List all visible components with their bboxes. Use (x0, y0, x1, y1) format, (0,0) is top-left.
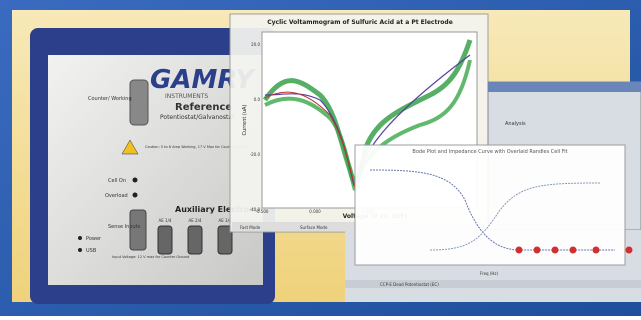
port-label: AE 1/4 (159, 218, 172, 223)
brand-sub: INSTRUMENTS (165, 93, 208, 100)
model: Reference (175, 102, 232, 113)
chart-title: Bode Plot and Impedance Curve with Overl… (412, 149, 567, 155)
axis-label: Freq (Hz) (480, 271, 499, 276)
x-tick-label: -0.500 (256, 209, 269, 214)
label: Cell On (108, 178, 126, 184)
port (188, 226, 202, 254)
port (158, 226, 172, 254)
port-label: AE 2/4 (189, 218, 202, 223)
scene: GAMRY INSTRUMENTS Reference Potentiostat… (0, 0, 641, 316)
label: Sense Inputs (108, 224, 141, 230)
footer: CCP-E Dead Potentiostat (EC) (380, 282, 439, 287)
y-tick-label: 20.0 (251, 42, 260, 47)
label: Overload (105, 193, 128, 199)
label: Power (86, 236, 102, 242)
label: Input Voltage: 12 V max for Counter Grou… (112, 255, 189, 259)
footer: Surface Mode (300, 225, 328, 230)
axis-label: Current (uA) (242, 105, 248, 136)
tab: Analysis (505, 121, 526, 127)
footer: Fast Mode (240, 225, 261, 230)
label: Counter/ Working (88, 96, 132, 102)
chart-title: Cyclic Voltammogram of Sulfuric Acid at … (267, 19, 453, 26)
y-tick-label: -20.0 (250, 152, 261, 157)
x-tick-label: 0.000 (309, 209, 321, 214)
y-tick-label: 0.0 (254, 97, 261, 102)
label: USB (86, 248, 97, 254)
model-sub: Potentiostat/Galvanostat (160, 114, 235, 121)
